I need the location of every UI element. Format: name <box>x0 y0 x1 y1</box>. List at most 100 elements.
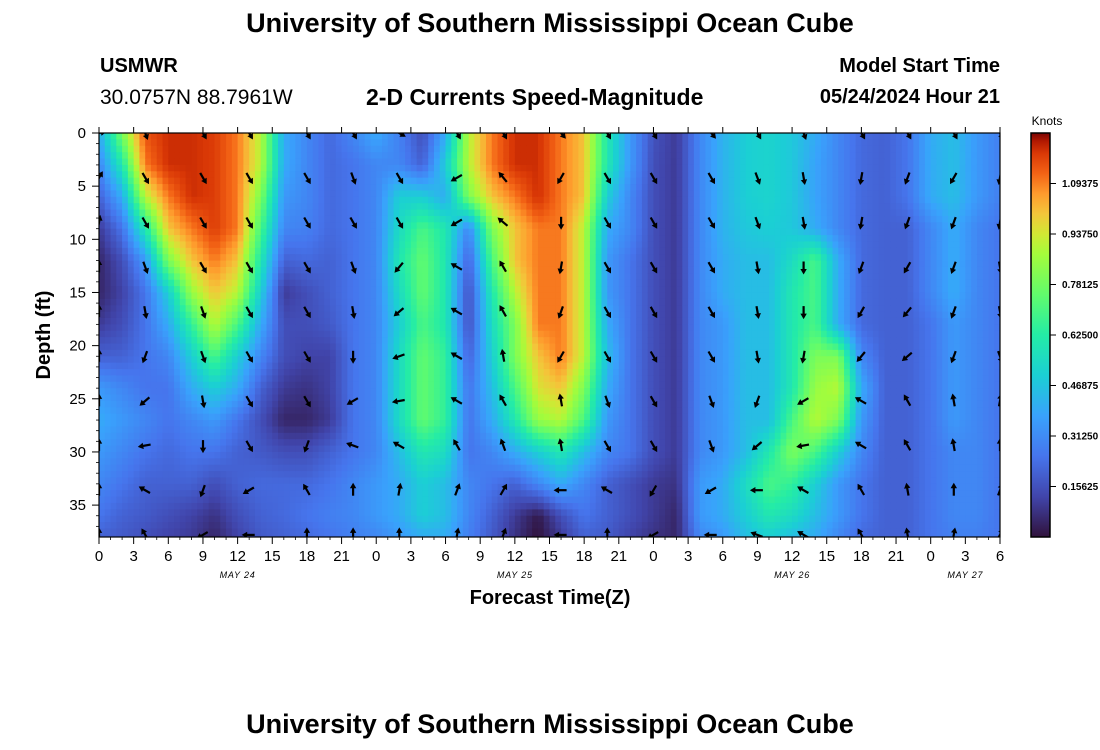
heat-cell <box>220 464 227 472</box>
heat-cell <box>156 388 164 396</box>
heat-cell <box>364 184 372 192</box>
heat-cell <box>283 196 291 204</box>
heat-cell <box>393 247 400 255</box>
heat-cell <box>462 349 470 357</box>
heat-cell <box>197 139 204 147</box>
heat-cell <box>185 279 193 287</box>
heat-cell <box>318 483 325 491</box>
heat-cell <box>457 413 464 421</box>
heat-cell <box>497 254 504 262</box>
heat-cell <box>387 164 395 172</box>
heat-cell <box>405 375 412 383</box>
heat-cell <box>145 349 152 357</box>
heat-cell <box>335 502 343 510</box>
heat-cell <box>289 279 296 287</box>
heat-cell <box>382 349 389 357</box>
heat-cell <box>514 145 522 153</box>
heat-cell <box>191 222 198 230</box>
heat-cell <box>306 203 314 211</box>
heat-cell <box>324 196 331 204</box>
heat-cell <box>139 324 146 332</box>
heat-cell <box>347 515 354 523</box>
heat-cell <box>127 292 135 300</box>
heat-cell <box>254 247 262 255</box>
heat-cell <box>468 375 476 383</box>
heat-cell <box>422 228 429 236</box>
heat-cell <box>179 266 187 274</box>
heat-cell <box>405 292 412 300</box>
heat-cell <box>139 464 146 472</box>
heat-cell <box>405 196 412 204</box>
heat-cell <box>272 407 279 415</box>
heat-cell <box>341 349 348 357</box>
heat-cell <box>399 483 406 491</box>
heat-cell <box>514 439 522 447</box>
heat-cell <box>162 260 169 268</box>
heat-cell <box>416 317 424 325</box>
heat-cell <box>503 330 510 338</box>
heat-cell <box>139 445 146 453</box>
heat-cell <box>474 145 481 153</box>
heat-cell <box>191 483 198 491</box>
heat-cell <box>382 184 389 192</box>
heat-cell <box>162 502 169 510</box>
heat-cell <box>272 317 279 325</box>
heat-cell <box>191 420 198 428</box>
heat-cell <box>145 158 152 166</box>
heat-cell <box>491 228 499 236</box>
heat-cell <box>509 164 516 172</box>
heat-cell <box>283 164 291 172</box>
heat-cell <box>116 222 123 230</box>
heat-cell <box>491 292 499 300</box>
heat-cell <box>330 273 337 281</box>
heat-cell <box>254 451 262 459</box>
heat-cell <box>145 279 152 287</box>
heat-cell <box>370 375 377 383</box>
heat-cell <box>330 152 337 160</box>
heat-cell <box>168 273 175 281</box>
heat-cell <box>347 241 354 249</box>
heat-cell <box>543 247 551 255</box>
heat-cell <box>485 515 493 523</box>
heat-cell <box>399 266 406 274</box>
heat-cell <box>347 228 354 236</box>
heat-cell <box>150 158 158 166</box>
heat-cell <box>197 432 204 440</box>
heat-cell <box>133 413 141 421</box>
heat-cell <box>295 190 302 198</box>
heat-cell <box>174 369 181 376</box>
heat-cell <box>104 139 112 147</box>
heat-cell <box>335 305 343 313</box>
heat-cell <box>330 509 337 517</box>
heat-cell <box>532 311 539 319</box>
heat-cell <box>445 509 452 517</box>
heat-cell <box>462 394 470 402</box>
heat-cell <box>127 522 135 530</box>
heat-cell <box>283 400 291 408</box>
heat-cell <box>191 228 198 236</box>
heat-cell <box>127 196 135 204</box>
heat-cell <box>254 407 262 415</box>
heat-cell <box>104 190 112 198</box>
heat-cell <box>306 215 314 223</box>
heat-cell <box>278 375 285 383</box>
heat-cell <box>318 439 325 447</box>
heat-cell <box>197 515 204 523</box>
heat-cell <box>226 426 233 434</box>
heat-cell <box>283 432 291 440</box>
heat-cell <box>254 509 262 517</box>
heat-cell <box>330 388 337 396</box>
heat-cell <box>278 158 285 166</box>
heat-cell <box>410 439 418 447</box>
heat-cell <box>428 203 435 211</box>
heat-cell <box>347 222 354 230</box>
heat-cell <box>335 247 343 255</box>
heat-cell <box>231 305 239 313</box>
heat-cell <box>353 298 360 306</box>
heat-cell <box>335 413 343 421</box>
heat-cell <box>532 298 539 306</box>
heat-cell <box>214 356 221 364</box>
heat-cell <box>416 209 424 217</box>
heat-cell <box>318 522 325 530</box>
heat-cell <box>451 432 458 440</box>
